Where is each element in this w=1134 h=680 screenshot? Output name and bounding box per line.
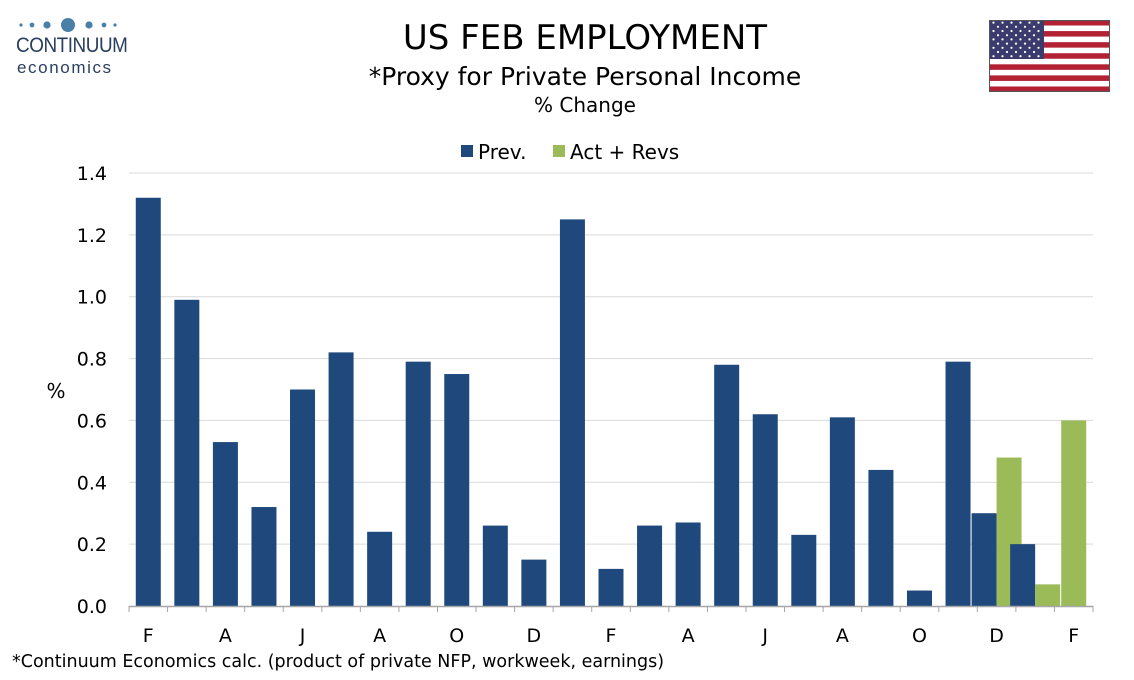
us-flag-icon xyxy=(989,20,1110,92)
x-tick-label: O xyxy=(449,625,464,647)
logo-sub: economics xyxy=(17,58,113,77)
bar-act-revs xyxy=(1035,584,1061,606)
bar-prev xyxy=(675,522,701,606)
x-tick-label: J xyxy=(299,625,306,647)
bar-prev xyxy=(791,534,817,606)
bar-prev xyxy=(559,219,585,606)
grid-lines xyxy=(129,172,1093,545)
x-tick-label: F xyxy=(606,625,617,647)
x-tick-label: A xyxy=(219,625,232,647)
bar-prev xyxy=(521,559,547,606)
bar-prev xyxy=(251,507,277,606)
bar-prev xyxy=(212,442,238,606)
bar-prev xyxy=(367,531,393,606)
chart-subtitle: *Proxy for Private Personal Income xyxy=(368,62,802,91)
bar-prev xyxy=(290,389,316,606)
y-tick-label: 0.0 xyxy=(77,596,107,618)
bar-prev xyxy=(945,361,971,606)
x-tick-label: A xyxy=(373,625,386,647)
y-tick-label: 1.4 xyxy=(77,163,107,185)
continuum-economics-logo: CONTINUUM economics xyxy=(14,14,134,77)
bar-prev xyxy=(714,364,740,606)
x-tick-label: A xyxy=(836,625,849,647)
legend-swatch xyxy=(461,145,473,157)
logo-name: CONTINUUM xyxy=(16,34,128,57)
y-tick-label: 0.2 xyxy=(77,534,107,556)
y-axis-label: % xyxy=(46,379,65,403)
bar-prev xyxy=(829,417,855,606)
x-tick-label: D xyxy=(989,625,1004,647)
bar-act-revs xyxy=(1061,420,1087,606)
axes xyxy=(128,605,1094,612)
x-tick-label: D xyxy=(527,625,542,647)
y-tick-label: 1.2 xyxy=(77,225,107,247)
legend: Prev. Act + Revs xyxy=(461,140,679,164)
y-tick-label: 0.4 xyxy=(77,472,107,494)
bar-prev xyxy=(174,299,200,606)
bars xyxy=(135,197,1087,606)
y-tick-label: 0.8 xyxy=(77,349,107,371)
chart-unit-label: % Change xyxy=(534,93,636,117)
bar-prev xyxy=(405,361,431,606)
legend-label: Act + Revs xyxy=(570,140,679,164)
x-tick-label: O xyxy=(912,625,927,647)
bar-prev xyxy=(444,374,470,606)
axis-labels: 0.0 0.2 0.4 0.6 0.8 1.0 1.2 1.4% F A J A O D F A J A O D F xyxy=(46,163,1079,647)
x-tick-label: F xyxy=(143,625,154,647)
logo-dots-icon xyxy=(19,18,117,32)
bar-prev xyxy=(482,525,508,606)
x-tick-label: J xyxy=(761,625,768,647)
bar-prev xyxy=(637,525,663,606)
bar-prev xyxy=(971,513,997,606)
x-tick-label: F xyxy=(1068,625,1079,647)
bar-prev xyxy=(752,414,778,606)
bar-prev xyxy=(598,568,624,606)
chart-title: US FEB EMPLOYMENT xyxy=(402,18,768,58)
legend-label: Prev. xyxy=(478,140,526,164)
legend-swatch xyxy=(553,145,565,157)
bar-prev xyxy=(328,352,354,606)
y-tick-label: 0.6 xyxy=(77,410,107,432)
bar-prev xyxy=(868,469,894,606)
x-tick-label: A xyxy=(682,625,695,647)
bar-prev xyxy=(1010,544,1036,606)
footnote: *Continuum Economics calc. (product of p… xyxy=(12,652,665,672)
bar-prev xyxy=(135,197,161,606)
bar-prev xyxy=(906,590,932,606)
y-tick-label: 1.0 xyxy=(77,287,107,309)
